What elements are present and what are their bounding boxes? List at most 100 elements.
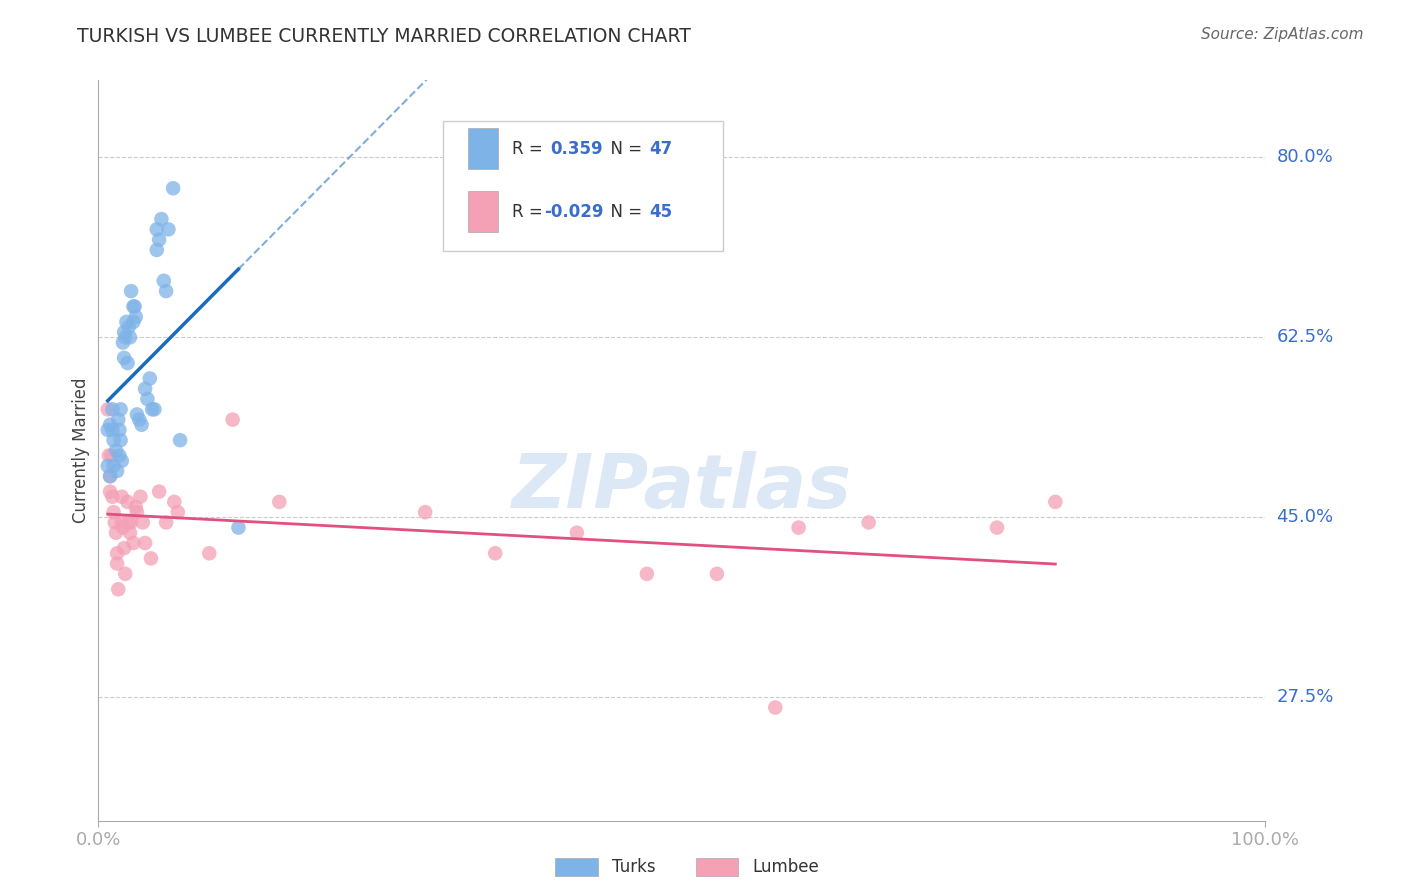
Point <box>122 536 145 550</box>
Text: 45: 45 <box>650 202 672 220</box>
Point <box>125 500 148 514</box>
Point <box>198 546 221 560</box>
Point <box>128 412 150 426</box>
FancyBboxPatch shape <box>468 191 498 232</box>
Point <box>157 222 180 236</box>
Point <box>706 566 728 581</box>
Point <box>124 300 146 314</box>
Point <box>125 408 148 422</box>
Text: 0.359: 0.359 <box>550 140 603 158</box>
Point <box>103 458 125 473</box>
Point <box>111 520 134 534</box>
Point <box>117 495 139 509</box>
Point <box>155 284 177 298</box>
Point <box>125 310 148 324</box>
Text: R =: R = <box>512 202 547 220</box>
Point <box>858 516 880 530</box>
Point <box>122 315 145 329</box>
Point <box>98 469 121 483</box>
Point <box>139 551 162 566</box>
Point <box>136 392 159 406</box>
Point <box>98 484 121 499</box>
FancyBboxPatch shape <box>468 128 498 169</box>
Text: ZIPatlas: ZIPatlas <box>512 451 852 524</box>
Text: 45.0%: 45.0% <box>1277 508 1334 526</box>
Point <box>986 520 1008 534</box>
Point <box>114 566 136 581</box>
Point <box>148 233 170 247</box>
Point <box>134 536 156 550</box>
Y-axis label: Currently Married: Currently Married <box>72 377 90 524</box>
Point <box>155 516 177 530</box>
Point <box>97 402 120 417</box>
Text: N =: N = <box>600 202 648 220</box>
Point <box>97 423 120 437</box>
Text: Lumbee: Lumbee <box>752 858 818 876</box>
Point <box>118 516 141 530</box>
Point <box>120 516 142 530</box>
Point <box>118 330 141 344</box>
Text: 80.0%: 80.0% <box>1277 148 1333 167</box>
Point <box>152 274 174 288</box>
Point <box>134 382 156 396</box>
Point <box>141 402 163 417</box>
Point <box>146 222 169 236</box>
Point <box>166 505 188 519</box>
Point <box>107 412 129 426</box>
Point <box>103 433 125 447</box>
Point <box>100 449 122 463</box>
Point <box>111 516 134 530</box>
Point <box>108 423 131 437</box>
Point <box>636 566 658 581</box>
Text: TURKISH VS LUMBEE CURRENTLY MARRIED CORRELATION CHART: TURKISH VS LUMBEE CURRENTLY MARRIED CORR… <box>77 27 692 45</box>
Point <box>122 300 145 314</box>
Point <box>150 212 173 227</box>
Point <box>98 417 121 432</box>
FancyBboxPatch shape <box>443 121 723 251</box>
Point <box>101 423 124 437</box>
Point <box>105 464 128 478</box>
Point <box>129 490 152 504</box>
Point <box>148 484 170 499</box>
Point <box>97 458 120 473</box>
Text: 27.5%: 27.5% <box>1277 689 1334 706</box>
Point <box>139 371 162 385</box>
Point <box>101 402 124 417</box>
Point <box>104 443 127 458</box>
Point <box>112 351 135 365</box>
Point <box>112 541 135 556</box>
Point <box>131 417 153 432</box>
Point <box>132 516 155 530</box>
Point <box>125 505 148 519</box>
Point <box>1045 495 1067 509</box>
Text: 62.5%: 62.5% <box>1277 328 1334 346</box>
Point <box>110 433 132 447</box>
Point <box>115 315 138 329</box>
Point <box>484 546 506 560</box>
Point <box>146 243 169 257</box>
Point <box>98 469 121 483</box>
Point <box>117 356 139 370</box>
Point <box>787 520 810 534</box>
Point <box>118 320 141 334</box>
Point <box>269 495 291 509</box>
Point <box>169 433 191 447</box>
Point <box>163 495 186 509</box>
Point <box>221 412 243 426</box>
Point <box>105 546 128 560</box>
Text: N =: N = <box>600 140 648 158</box>
Text: -0.029: -0.029 <box>544 202 603 220</box>
Point <box>143 402 166 417</box>
Point <box>104 516 127 530</box>
Point <box>565 525 588 540</box>
Point <box>111 490 134 504</box>
Point <box>413 505 436 519</box>
Point <box>105 557 128 571</box>
Point <box>103 505 125 519</box>
Point <box>97 449 120 463</box>
Point <box>118 525 141 540</box>
Text: R =: R = <box>512 140 553 158</box>
Point <box>111 454 134 468</box>
Point <box>108 449 131 463</box>
Point <box>104 525 127 540</box>
